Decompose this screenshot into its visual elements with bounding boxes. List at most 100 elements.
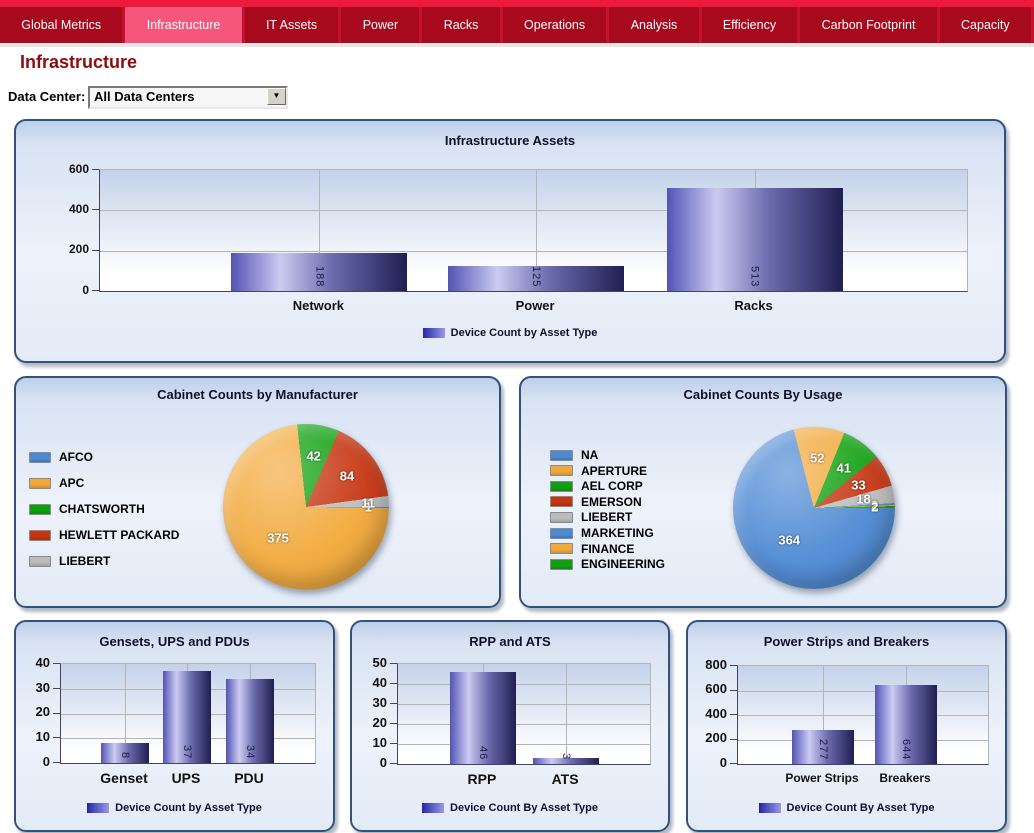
legend-label: HEWLETT PACKARD [59, 528, 180, 542]
y-tick-label: 20 [372, 714, 387, 730]
nav-tab-efficiency[interactable]: Efficiency [701, 7, 798, 43]
y-tick-mark [53, 737, 60, 739]
bar-value-label: 37 [180, 744, 193, 759]
legend-swatch-icon [758, 803, 781, 813]
legend-swatch-icon [29, 555, 51, 567]
legend-label: Device Count by Asset Type [115, 802, 262, 814]
cabinet-counts-by-usage-panel: Cabinet Counts By Usage 364 52 41 33 18 2 1 2 NA… [519, 376, 1007, 608]
y-tick-mark [390, 723, 397, 724]
bar-value-label: 34 [243, 744, 256, 759]
nav-tab-operations[interactable]: Operations [502, 7, 607, 43]
pie-legend-item-afco: AFCO [29, 450, 93, 464]
y-tick-mark [92, 249, 99, 251]
pie-slice-value: 41 [836, 460, 851, 476]
gridline [738, 715, 988, 716]
y-tick-label: 40 [372, 674, 387, 690]
bar-genset [101, 743, 149, 763]
legend-label: LIEBERT [581, 510, 633, 525]
power-strips-breakers-panel: Power Strips and Breakers 277 644 Device … [686, 620, 1007, 832]
gridline [398, 684, 650, 685]
nav-accent-strip [0, 0, 1034, 7]
y-tick-label: 0 [719, 754, 727, 770]
data-center-select[interactable]: All Data Centers ▼ [88, 86, 288, 109]
pie-legend-item-na: NA [550, 448, 598, 462]
pie-slice-value: 18 [856, 491, 871, 507]
bar-value-label: 8 [119, 751, 131, 759]
pie-slice-value: 2 [871, 497, 879, 513]
y-tick-label: 0 [82, 282, 89, 297]
pie-legend-item-marketing: MARKETING [550, 526, 654, 540]
pie-slice-value: 52 [809, 450, 825, 466]
y-tick-label: 20 [35, 704, 50, 720]
bar-power-strips [792, 730, 854, 764]
dropdown-arrow-icon[interactable]: ▼ [267, 88, 286, 105]
nav-tab-it-assets[interactable]: IT Assets [244, 7, 339, 43]
pie-legend-item-apc: APC [29, 476, 84, 490]
bar-value-label: 46 [476, 745, 489, 760]
legend-label: AFCO [59, 450, 93, 464]
plot-area: 277 644 [737, 665, 989, 765]
bar-racks [666, 187, 843, 291]
nav-tabs: Global Metrics Infrastructure IT Assets Pow… [0, 7, 1034, 43]
pie-legend-item-chatsworth: CHATSWORTH [29, 502, 145, 516]
category-label: RPP [467, 771, 497, 787]
legend-label: MARKETING [581, 526, 654, 540]
gridline [536, 170, 538, 291]
nav-tab-racks[interactable]: Racks [422, 7, 500, 43]
y-tick-label: 30 [372, 694, 387, 710]
pie-legend-item-engineering: ENGINEERING [550, 557, 665, 571]
data-center-value: All Data Centers [94, 89, 195, 104]
chart-title: RPP and ATS [469, 634, 551, 649]
y-tick-mark [730, 665, 737, 666]
y-tick-mark [53, 762, 60, 763]
pie-legend-item-emerson: EMERSON [550, 495, 642, 509]
y-tick-mark [730, 763, 737, 764]
gridline [125, 664, 126, 763]
infrastructure-assets-panel: Infrastructure Assets 188 125 513 Device C… [14, 119, 1006, 363]
legend-swatch-icon [550, 543, 573, 555]
pie-slice-value: 1 [871, 498, 879, 514]
legend-label: APC [59, 476, 85, 490]
y-tick-label: 50 [372, 654, 387, 670]
plot-area: 188 125 513 [99, 169, 968, 292]
y-tick-mark [730, 714, 737, 715]
pie-slice-value: 2 [871, 499, 879, 515]
category-label: Racks [734, 298, 773, 313]
nav-tab-power[interactable]: Power [341, 7, 420, 43]
nav-tab-carbon-footprint[interactable]: Carbon Footprint [800, 7, 937, 43]
legend-label: Device Count By Asset Type [450, 802, 598, 814]
nav-divider [0, 43, 1034, 47]
gridline [738, 690, 988, 692]
nav-tab-capacity[interactable]: Capacity [939, 7, 1031, 43]
legend-swatch-icon [87, 803, 110, 813]
legend-swatch-icon [29, 503, 51, 515]
y-tick-mark [92, 169, 99, 170]
nav-tab-analysis[interactable]: Analysis [609, 7, 699, 43]
nav-tab-infrastructure[interactable]: Infrastructure [125, 7, 242, 43]
legend-swatch-icon [29, 477, 51, 489]
y-tick-label: 400 [68, 201, 89, 216]
y-tick-label: 200 [68, 242, 89, 257]
y-tick-label: 800 [705, 656, 727, 672]
y-tick-mark [730, 738, 737, 740]
data-center-label: Data Center: [8, 89, 86, 104]
pie-legend-item-liebert: LIEBERT [550, 510, 632, 524]
y-tick-label: 400 [705, 705, 727, 721]
gridline [398, 704, 650, 705]
pie-gloss [223, 424, 389, 590]
pie-slice-value: 375 [267, 530, 289, 546]
legend-label: Device Count By Asset Type [786, 802, 935, 814]
category-label: ATS [551, 771, 579, 787]
y-tick-label: 30 [35, 679, 50, 695]
y-tick-mark [390, 743, 397, 744]
legend-swatch-icon [422, 328, 445, 338]
nav-tab-global-metrics[interactable]: Global Metrics [0, 7, 123, 43]
pie-legend-item-ael-corp: AEL CORP [550, 479, 643, 493]
bar-value-label: 513 [748, 265, 761, 287]
y-tick-label: 40 [35, 654, 50, 670]
legend-label: LIEBERT [59, 554, 111, 568]
category-label: Genset [100, 770, 148, 786]
legend-swatch-icon [550, 527, 573, 539]
chart-legend: Device Count By Asset Type [352, 802, 668, 814]
bar-breakers [875, 685, 937, 764]
